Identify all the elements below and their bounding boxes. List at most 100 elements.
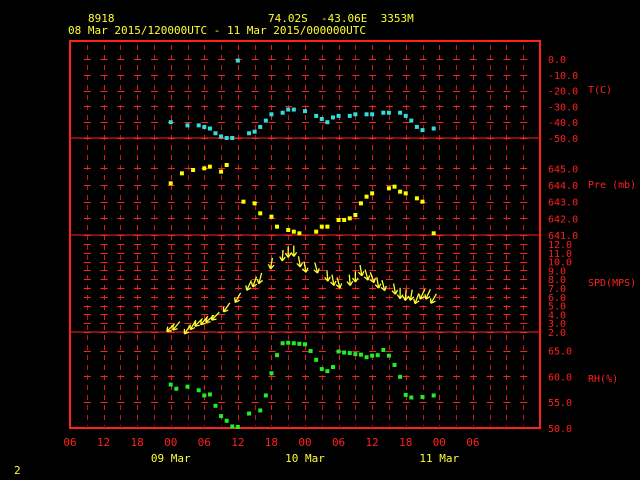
pressure-point xyxy=(364,194,369,199)
rh-point xyxy=(381,347,386,352)
rh-point xyxy=(336,349,341,354)
temperature-point xyxy=(409,118,414,123)
rh-point xyxy=(303,342,307,347)
temperature-point xyxy=(202,124,207,129)
temperature-point xyxy=(235,58,240,63)
wind-arrow xyxy=(402,289,409,301)
rh-point xyxy=(224,418,229,423)
wind-arrow xyxy=(396,287,404,300)
rh-point xyxy=(420,395,425,399)
x-tick-label: 00 xyxy=(433,436,446,449)
rh-point xyxy=(330,365,335,370)
pressure-point xyxy=(202,166,207,171)
rh-point xyxy=(263,393,268,398)
wind-arrow xyxy=(407,289,415,301)
pressure-point xyxy=(431,231,436,236)
rh-point xyxy=(275,353,280,358)
wind-arrow xyxy=(284,246,292,258)
temperature-point xyxy=(219,134,224,139)
temperature-point xyxy=(370,112,375,117)
rh-point xyxy=(342,350,347,355)
wind-arrow xyxy=(324,270,331,282)
temperature-point xyxy=(224,136,229,140)
wind-arrow xyxy=(250,276,258,288)
wind-tick-label: 6.0 xyxy=(548,293,566,304)
wind-arrow xyxy=(301,261,309,273)
footer-label: 2 xyxy=(14,464,21,477)
wind-tick-label: 8.0 xyxy=(548,275,566,286)
station-location: 74.02S -43.06E 3353M xyxy=(268,12,414,25)
wind-arrow xyxy=(413,293,420,305)
pressure-tick-label: 644.0 xyxy=(548,181,578,192)
rh-point xyxy=(286,340,291,345)
wind-arrow xyxy=(346,274,354,286)
rh-point xyxy=(386,353,391,358)
rh-point xyxy=(370,353,375,358)
pressure-point xyxy=(392,184,397,189)
temperature-point xyxy=(263,118,268,123)
pressure-axis-label: Pre (mb) xyxy=(588,180,636,191)
x-tick-label: 00 xyxy=(298,436,311,449)
pressure-point xyxy=(386,186,391,191)
pressure-point xyxy=(336,218,341,222)
temperature-point xyxy=(258,124,263,129)
rh-point xyxy=(219,414,224,419)
temperature-point xyxy=(431,126,436,131)
x-tick-label: 06 xyxy=(332,436,345,449)
pressure-point xyxy=(420,199,425,204)
wind-arrow xyxy=(418,288,426,300)
wind-tick-label: 11.0 xyxy=(548,249,572,260)
x-tick-label: 18 xyxy=(265,436,278,449)
pressure-point xyxy=(269,214,274,219)
x-tick-label: 00 xyxy=(164,436,177,449)
pressure-point xyxy=(258,211,263,216)
rh-point xyxy=(235,424,240,429)
wind-arrow xyxy=(166,323,176,333)
pressure-point xyxy=(325,224,330,229)
wind-arrow xyxy=(189,319,197,331)
wind-arrow xyxy=(424,288,432,300)
rh-point xyxy=(230,424,235,429)
rh-point xyxy=(431,393,436,398)
rh-point xyxy=(319,367,324,372)
rh-point xyxy=(185,384,190,389)
rh-tick-label: 50.0 xyxy=(548,424,572,435)
pressure-point xyxy=(370,191,375,196)
rh-point xyxy=(168,382,173,387)
temperature-point xyxy=(185,123,190,128)
temperature-point xyxy=(325,120,330,125)
rh-tick-label: 60.0 xyxy=(548,372,572,383)
wind-arrow xyxy=(429,293,438,304)
rh-point xyxy=(409,395,414,400)
temperature-point xyxy=(398,110,403,115)
rh-point xyxy=(291,341,296,346)
wind-arrow xyxy=(256,272,264,285)
wind-arrow xyxy=(357,264,365,277)
pressure-point xyxy=(319,224,324,229)
pressure-point xyxy=(219,169,224,174)
pressure-point xyxy=(297,231,302,236)
temperature-point xyxy=(230,136,235,140)
pressure-point xyxy=(252,201,257,206)
wind-tick-label: 10.0 xyxy=(548,258,572,269)
temperature-tick-label: -30.0 xyxy=(548,102,578,113)
x-day-label: 09 Mar xyxy=(151,452,191,465)
temperature-point xyxy=(280,110,285,115)
wind-tick-label: 5.0 xyxy=(548,302,566,313)
wind-tick-label: 2.0 xyxy=(548,328,566,339)
rh-point xyxy=(174,386,179,391)
wind-arrow xyxy=(245,280,252,291)
pressure-point xyxy=(347,216,352,221)
rh-point xyxy=(403,392,408,397)
rh-point xyxy=(314,357,319,362)
pressure-point xyxy=(275,224,280,229)
pressure-point xyxy=(224,163,229,167)
wind-tick-label: 12.0 xyxy=(548,240,572,251)
temperature-point xyxy=(168,120,173,125)
temperature-point xyxy=(314,113,319,118)
station-id: 8918 xyxy=(88,12,115,25)
wind-arrow xyxy=(194,317,204,327)
pressure-tick-label: 642.0 xyxy=(548,214,578,225)
wind-arrow xyxy=(335,277,343,289)
